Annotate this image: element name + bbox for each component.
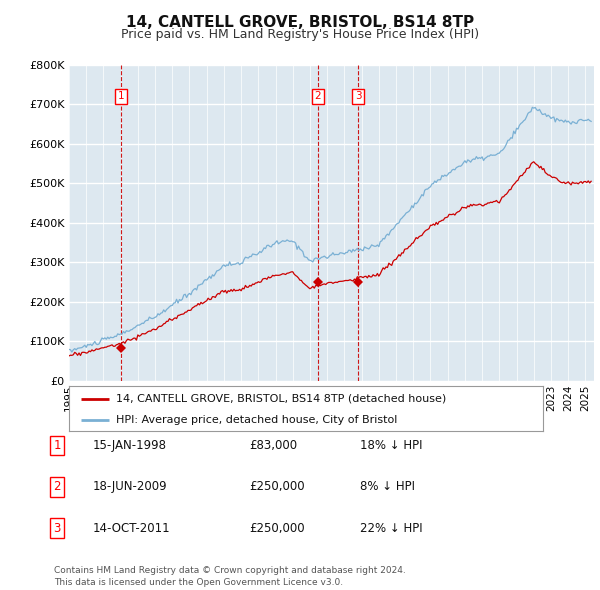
- Text: 2: 2: [53, 480, 61, 493]
- Text: HPI: Average price, detached house, City of Bristol: HPI: Average price, detached house, City…: [116, 415, 398, 425]
- Text: 8% ↓ HPI: 8% ↓ HPI: [360, 480, 415, 493]
- Text: £83,000: £83,000: [249, 439, 297, 452]
- Text: 2: 2: [314, 91, 321, 101]
- Text: 15-JAN-1998: 15-JAN-1998: [93, 439, 167, 452]
- Text: 14, CANTELL GROVE, BRISTOL, BS14 8TP: 14, CANTELL GROVE, BRISTOL, BS14 8TP: [126, 15, 474, 30]
- Text: £250,000: £250,000: [249, 480, 305, 493]
- Text: 18% ↓ HPI: 18% ↓ HPI: [360, 439, 422, 452]
- Text: Contains HM Land Registry data © Crown copyright and database right 2024.
This d: Contains HM Land Registry data © Crown c…: [54, 566, 406, 587]
- Text: Price paid vs. HM Land Registry's House Price Index (HPI): Price paid vs. HM Land Registry's House …: [121, 28, 479, 41]
- Text: 1: 1: [118, 91, 125, 101]
- Text: 14, CANTELL GROVE, BRISTOL, BS14 8TP (detached house): 14, CANTELL GROVE, BRISTOL, BS14 8TP (de…: [116, 394, 446, 404]
- Text: 18-JUN-2009: 18-JUN-2009: [93, 480, 167, 493]
- Text: 22% ↓ HPI: 22% ↓ HPI: [360, 522, 422, 535]
- Text: 14-OCT-2011: 14-OCT-2011: [93, 522, 170, 535]
- Text: 1: 1: [53, 439, 61, 452]
- Text: £250,000: £250,000: [249, 522, 305, 535]
- Text: 3: 3: [53, 522, 61, 535]
- Text: 3: 3: [355, 91, 361, 101]
